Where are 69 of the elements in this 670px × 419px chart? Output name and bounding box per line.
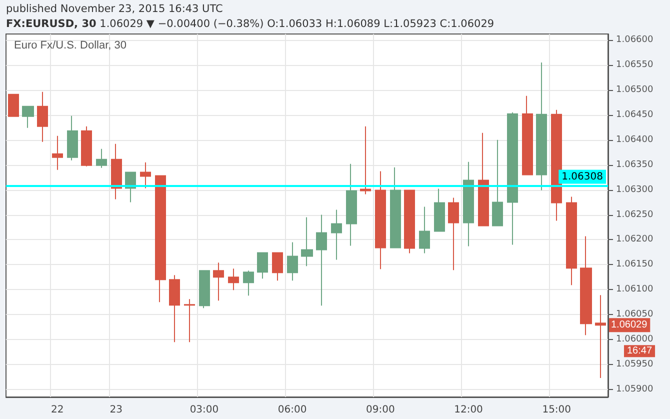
candlestick (52, 135, 63, 170)
candlestick (492, 139, 503, 226)
candlestick (522, 95, 533, 176)
annotation: Euro Fx/U.S. Dollar, 30 (14, 40, 126, 52)
y-tick-label: 1.06150 (616, 260, 654, 270)
y-tick-label: 1.06350 (616, 160, 654, 170)
candlestick (111, 143, 122, 200)
candlestick (199, 270, 210, 309)
chart-title: FX:EURUSD, 30 (6, 18, 96, 30)
candlestick (184, 298, 195, 343)
candlestick (375, 170, 386, 270)
ref-line-label: 1.06308 (562, 171, 603, 182)
candlestick (331, 209, 342, 260)
y-tick-label: 1.06300 (616, 184, 654, 195)
y-tick-label: 1.05950 (616, 360, 654, 370)
candlestick (419, 206, 430, 254)
candlestick (155, 175, 166, 303)
y-tick-label: 1.06600 (616, 34, 654, 45)
y-tick-label: 1.06550 (616, 60, 654, 70)
y-tick-label: 1.06250 (616, 210, 654, 220)
candlestick (507, 112, 518, 246)
x-tick-label: 22 (51, 404, 64, 416)
candlestick (96, 148, 107, 168)
candlestick (22, 106, 34, 128)
y-tick-label: 1.05900 (616, 384, 654, 395)
x-tick-label: 06:00 (278, 404, 307, 416)
candlestick (287, 242, 298, 282)
candlestick (301, 216, 313, 267)
x-tick-label: 23 (110, 404, 122, 416)
candlestick (390, 166, 401, 248)
candlestick (8, 93, 19, 117)
candlestick (566, 196, 577, 286)
annotation: 1.06029 (611, 320, 648, 331)
candlestick (81, 126, 92, 167)
candlestick (213, 262, 224, 302)
y-tick-label: 1.06500 (616, 84, 654, 95)
candlestick (272, 252, 283, 282)
candlestick (169, 274, 180, 343)
candlestick (257, 252, 268, 280)
x-tick-label: 09:00 (366, 404, 395, 416)
candlestick (448, 197, 459, 271)
candlestick (140, 162, 151, 189)
candlestick (434, 188, 445, 232)
candlestick (551, 109, 562, 222)
candlestick (243, 270, 254, 296)
x-tick-label: 03:00 (190, 404, 219, 416)
candlestick (536, 62, 547, 191)
candlestick (37, 91, 48, 142)
candlestick (346, 163, 357, 246)
y-tick-label: 1.06400 (616, 134, 654, 145)
candlestick (360, 126, 371, 195)
chart-subtitle: 1.06029 ▼ −0.00400 (−0.38%) O:1.06033 H:1.06089 L:1.05923 C:1.06029 (100, 18, 494, 30)
x-tick-label: 12:00 (454, 404, 483, 416)
y-tick-label: 1.06000 (616, 334, 654, 345)
text: 16:47 (627, 346, 652, 357)
x-tick-label: 15:00 (542, 404, 572, 416)
candlestick (316, 214, 327, 306)
text: published November 23, 2015 16:43 UTC (6, 2, 224, 17)
candlestick (404, 190, 415, 254)
candlestick (67, 115, 78, 161)
candlestick (595, 294, 606, 379)
y-tick-label: 1.06050 (616, 310, 654, 320)
y-tick-label: 1.06100 (616, 284, 654, 295)
y-tick-label: 1.06200 (616, 234, 654, 245)
candlestick (580, 236, 592, 336)
y-tick-label: 1.06450 (616, 110, 654, 120)
candlestick (478, 132, 489, 226)
candlestick (228, 268, 239, 291)
candlestick (463, 161, 474, 247)
